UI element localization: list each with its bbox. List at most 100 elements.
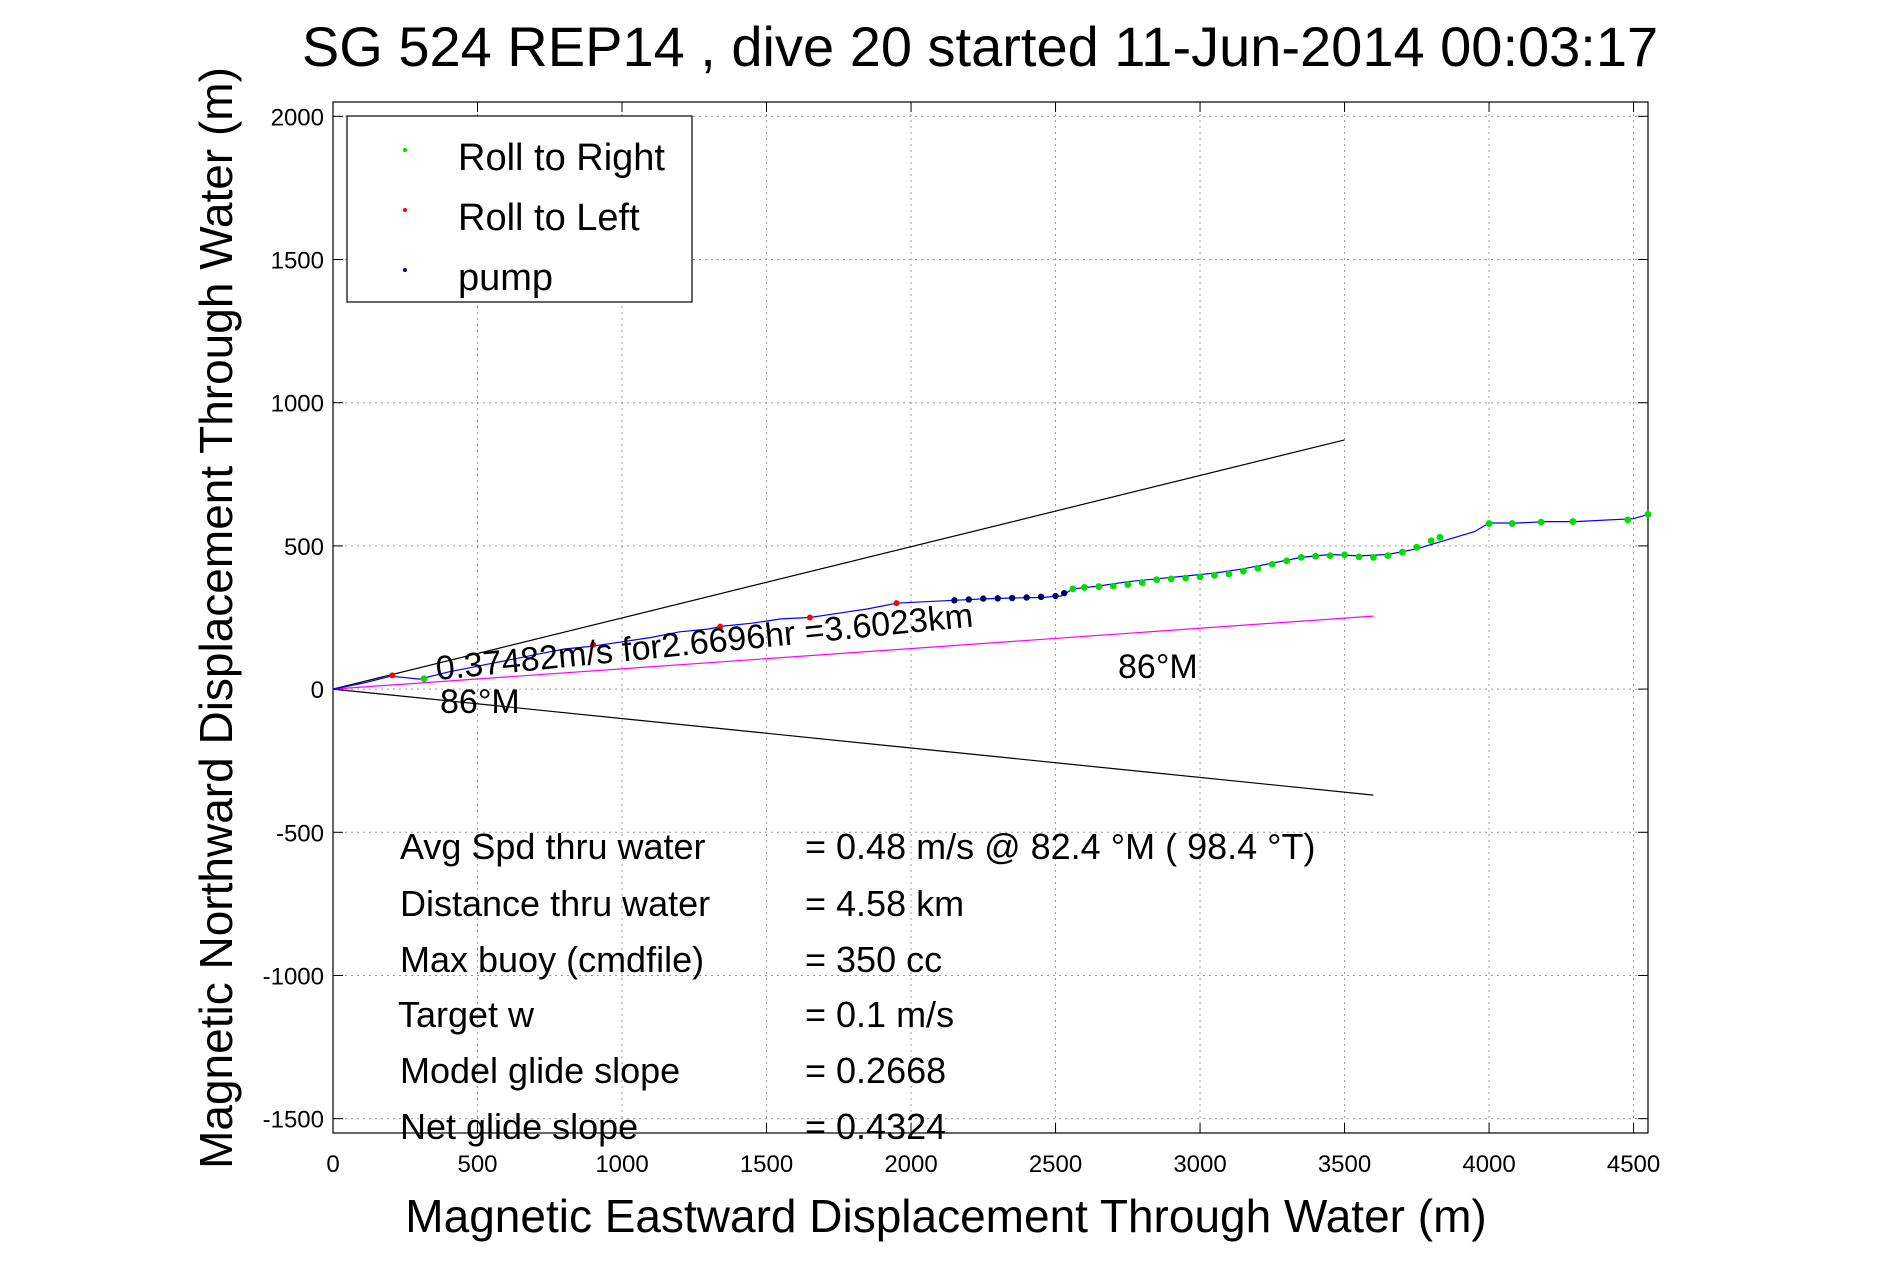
roll-right-point <box>1153 576 1161 584</box>
legend-marker-roll-right <box>403 148 407 152</box>
chart-title: SG 524 REP14 , dive 20 started 11-Jun-20… <box>302 15 1658 78</box>
x-tick-label: 0 <box>326 1151 339 1178</box>
x-tick-label: 2500 <box>1029 1151 1082 1178</box>
roll-right-point <box>1268 560 1276 568</box>
legend-label-pump: pump <box>458 257 553 299</box>
pump-point <box>1008 594 1016 602</box>
stat-value-distance: = 4.58 km <box>805 883 964 924</box>
x-tick-label: 3500 <box>1318 1151 1371 1178</box>
pump-point <box>1023 594 1030 601</box>
roll-right-point <box>1644 511 1652 518</box>
pump-point <box>1052 592 1059 600</box>
stat-value-model-glide: = 0.2668 <box>805 1050 946 1091</box>
cone-lower-line <box>332 688 1374 796</box>
legend-marker-pump <box>403 268 407 272</box>
y-axis-label: Magnetic Northward Displacement Through … <box>190 67 242 1169</box>
stats-block: Avg Spd thru water = 0.48 m/s @ 82.4 °M … <box>398 826 1316 1147</box>
roll-right-point <box>1069 585 1077 593</box>
pump-point <box>1060 589 1068 597</box>
roll-right-point <box>1225 570 1233 578</box>
roll-right-point <box>1124 581 1132 588</box>
roll-right-point <box>1341 551 1348 559</box>
stat-label-net-glide: Net glide slope <box>400 1106 638 1147</box>
heading-end-label: 86°M <box>1118 648 1198 686</box>
x-tick-label: 2000 <box>884 1151 937 1178</box>
roll-right-point <box>1326 552 1334 560</box>
roll-right-point <box>1239 567 1247 575</box>
cone-upper-line <box>332 439 1345 690</box>
roll-right-point <box>1297 553 1305 561</box>
roll-left-point <box>717 623 724 630</box>
roll-right-point <box>1196 573 1204 581</box>
roll-left-point <box>590 641 597 648</box>
pump-point <box>994 595 1001 602</box>
stat-value-target-w: = 0.1 m/s <box>805 994 954 1035</box>
roll-left-point <box>806 614 813 621</box>
y-tick-label: 2000 <box>271 104 324 131</box>
heading-line <box>332 615 1374 690</box>
pump-point <box>951 597 958 604</box>
grid <box>333 102 1648 1133</box>
stat-label-target-w: Target w <box>398 994 535 1035</box>
x-tick-label: 4500 <box>1607 1151 1660 1178</box>
roll-right-point <box>1436 533 1444 541</box>
roll-right-point <box>1095 583 1103 590</box>
x-tick-label: 3000 <box>1173 1151 1226 1178</box>
stat-value-avg-speed: = 0.48 m/s @ 82.4 °M ( 98.4 °T) <box>805 826 1316 867</box>
legend-label-roll-left: Roll to Left <box>458 197 640 239</box>
roll-right-point <box>1370 553 1377 561</box>
roll-left-series <box>389 600 900 679</box>
legend: Roll to Right Roll to Left pump <box>346 115 693 303</box>
x-tick-label: 1000 <box>595 1151 648 1178</box>
pump-series <box>951 589 1068 604</box>
stat-label-distance: Distance thru water <box>400 883 710 924</box>
y-tick-label: -500 <box>276 820 324 847</box>
stat-label-model-glide: Model glide slope <box>400 1050 680 1091</box>
roll-right-series <box>420 511 1652 683</box>
roll-right-point <box>1569 518 1577 525</box>
roll-right-point <box>1485 520 1493 527</box>
roll-right-point <box>1211 572 1218 579</box>
roll-right-point <box>420 675 428 683</box>
x-tick-label: 500 <box>457 1151 497 1178</box>
roll-right-point <box>1167 575 1175 583</box>
roll-left-point <box>389 672 396 679</box>
roll-right-point <box>1254 564 1262 572</box>
y-tick-labels: -1500 -1000 -500 0 500 1000 1500 2000 <box>263 104 324 1133</box>
roll-right-point <box>1355 553 1363 561</box>
pump-point <box>965 596 973 603</box>
y-tick-label: 1500 <box>271 248 324 275</box>
x-tick-label: 4000 <box>1462 1151 1515 1178</box>
roll-right-point <box>1384 552 1392 560</box>
y-tick-label: 1000 <box>271 391 324 418</box>
y-tick-label: -1000 <box>263 963 324 990</box>
stat-value-net-glide: = 0.4324 <box>805 1106 946 1147</box>
pump-point <box>980 595 987 602</box>
y-tick-label: 500 <box>284 534 324 561</box>
plot-frame <box>332 101 1649 1134</box>
pump-point <box>1037 593 1045 601</box>
roll-right-point <box>1109 582 1117 590</box>
roll-right-point <box>1138 579 1146 586</box>
legend-label-roll-right: Roll to Right <box>458 137 665 179</box>
stat-value-max-buoy: = 350 cc <box>805 939 942 980</box>
stat-label-avg-speed: Avg Spd thru water <box>400 826 706 867</box>
roll-right-point <box>1283 557 1291 565</box>
heading-start-label: 86°M <box>440 683 520 721</box>
roll-right-point <box>1081 584 1088 591</box>
roll-right-point <box>1508 520 1516 527</box>
y-tick-label: 0 <box>311 677 324 704</box>
stat-label-max-buoy: Max buoy (cmdfile) <box>400 939 704 980</box>
x-tick-label: 1500 <box>740 1151 793 1178</box>
legend-marker-roll-left <box>403 208 407 212</box>
reference-lines <box>332 439 1374 796</box>
roll-right-point <box>1398 548 1406 556</box>
roll-right-point <box>1312 552 1320 560</box>
x-axis-label: Magnetic Eastward Displacement Through W… <box>405 1190 1486 1242</box>
roll-right-point <box>1537 518 1545 526</box>
roll-right-point <box>1427 537 1435 545</box>
y-tick-label: -1500 <box>263 1107 324 1134</box>
roll-right-point <box>1413 543 1421 551</box>
